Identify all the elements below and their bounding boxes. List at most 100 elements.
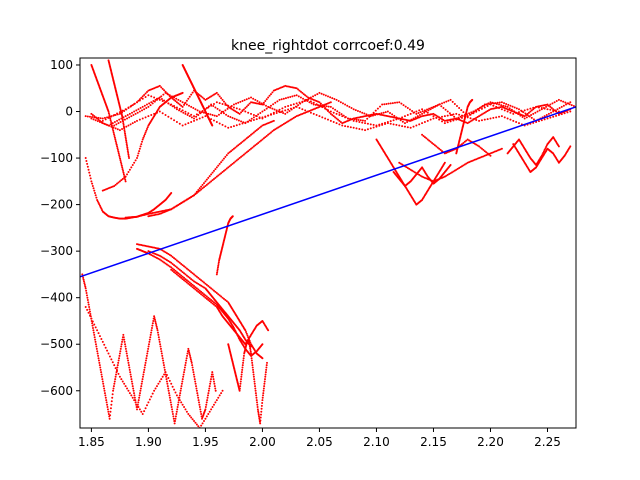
scatter-point bbox=[180, 269, 183, 272]
scatter-point bbox=[158, 97, 161, 100]
scatter-point bbox=[315, 103, 318, 106]
scatter-point bbox=[165, 380, 168, 383]
scatter-point bbox=[130, 375, 133, 378]
scatter-point bbox=[156, 331, 159, 334]
scatter-point bbox=[190, 93, 193, 96]
scatter-point bbox=[309, 111, 312, 114]
scatter-point bbox=[549, 116, 552, 119]
scatter-point bbox=[423, 136, 426, 139]
scatter-point bbox=[192, 368, 195, 371]
scatter-point bbox=[346, 125, 349, 128]
scatter-point bbox=[113, 184, 116, 187]
scatter-point bbox=[256, 406, 259, 409]
scatter-point bbox=[329, 110, 332, 113]
scatter-point bbox=[171, 207, 174, 210]
scatter-point bbox=[148, 398, 151, 401]
scatter-point bbox=[84, 287, 87, 290]
scatter-point bbox=[449, 98, 452, 101]
scatter-point bbox=[239, 100, 242, 103]
scatter-point bbox=[175, 273, 178, 276]
scatter-point bbox=[137, 399, 140, 402]
scatter-point bbox=[216, 268, 219, 271]
scatter-point bbox=[260, 125, 263, 128]
scatter-point bbox=[230, 150, 233, 153]
scatter-point bbox=[187, 347, 190, 350]
scatter-point bbox=[133, 161, 136, 164]
scatter-point bbox=[486, 152, 489, 155]
scatter-point bbox=[170, 403, 173, 406]
scatter-point bbox=[500, 108, 503, 111]
scatter-point bbox=[449, 172, 452, 175]
scatter-point bbox=[398, 124, 401, 127]
scatter-point bbox=[204, 115, 207, 118]
scatter-point bbox=[248, 345, 251, 348]
scatter-point bbox=[265, 134, 268, 137]
scatter-point bbox=[190, 416, 193, 419]
scatter-point bbox=[147, 345, 150, 348]
scatter-point bbox=[134, 401, 137, 404]
scatter-point bbox=[205, 297, 208, 300]
scatter-point bbox=[98, 119, 101, 122]
y-tick-label: −500 bbox=[40, 337, 73, 351]
scatter-point bbox=[302, 97, 305, 100]
scatter-point bbox=[174, 205, 177, 208]
scatter-point bbox=[91, 320, 94, 323]
scatter-point bbox=[254, 385, 257, 388]
scatter-point bbox=[500, 101, 503, 104]
x-tick-label: 1.85 bbox=[78, 435, 105, 449]
scatter-point bbox=[173, 106, 176, 109]
scatter-point bbox=[159, 347, 162, 350]
scatter-point bbox=[569, 145, 572, 148]
scatter-point bbox=[196, 392, 199, 395]
scatter-point bbox=[153, 318, 156, 321]
scatter-point bbox=[168, 94, 171, 97]
scatter-point bbox=[184, 266, 187, 269]
scatter-point bbox=[205, 403, 208, 406]
scatter-point bbox=[419, 174, 422, 177]
scatter-point bbox=[358, 127, 361, 130]
scatter-point bbox=[203, 186, 205, 189]
scatter-point bbox=[136, 408, 139, 411]
scatter-point bbox=[253, 378, 256, 381]
scatter-point bbox=[480, 147, 483, 150]
scatter-point bbox=[131, 122, 134, 125]
scatter-point bbox=[214, 304, 217, 307]
scatter-point bbox=[173, 268, 176, 271]
scatter-point bbox=[192, 107, 195, 110]
scatter-point bbox=[446, 173, 449, 176]
scatter-point bbox=[210, 301, 213, 304]
scatter-point bbox=[198, 110, 201, 113]
scatter-point bbox=[113, 114, 116, 117]
scatter-point bbox=[167, 115, 170, 118]
scatter-point bbox=[238, 108, 241, 111]
scatter-point bbox=[111, 393, 114, 396]
scatter-point bbox=[175, 410, 178, 413]
scatter-point bbox=[87, 303, 90, 306]
scatter-point bbox=[177, 403, 180, 406]
scatter-point bbox=[221, 389, 224, 392]
scatter-point bbox=[396, 101, 399, 104]
scatter-point bbox=[248, 342, 251, 345]
scatter-point bbox=[88, 174, 91, 177]
scatter-point bbox=[173, 264, 176, 267]
scatter-point bbox=[478, 107, 481, 110]
scatter-point bbox=[180, 104, 183, 107]
scatter-point bbox=[141, 97, 144, 100]
scatter-point bbox=[153, 389, 156, 392]
scatter-point bbox=[168, 265, 171, 268]
scatter-point bbox=[190, 113, 193, 116]
scatter-point bbox=[252, 131, 255, 134]
scatter-point bbox=[287, 108, 290, 111]
scatter-point bbox=[355, 127, 358, 130]
scatter-point bbox=[183, 276, 186, 279]
scatter-point bbox=[86, 299, 89, 302]
scatter-point bbox=[260, 404, 263, 407]
scatter-point bbox=[365, 113, 368, 116]
scatter-point bbox=[335, 117, 338, 120]
scatter-point bbox=[193, 420, 196, 423]
scatter-point bbox=[130, 216, 133, 219]
scatter-point bbox=[111, 396, 114, 399]
scatter-point bbox=[198, 403, 201, 406]
scatter-point bbox=[118, 154, 121, 157]
scatter-point bbox=[220, 112, 223, 115]
